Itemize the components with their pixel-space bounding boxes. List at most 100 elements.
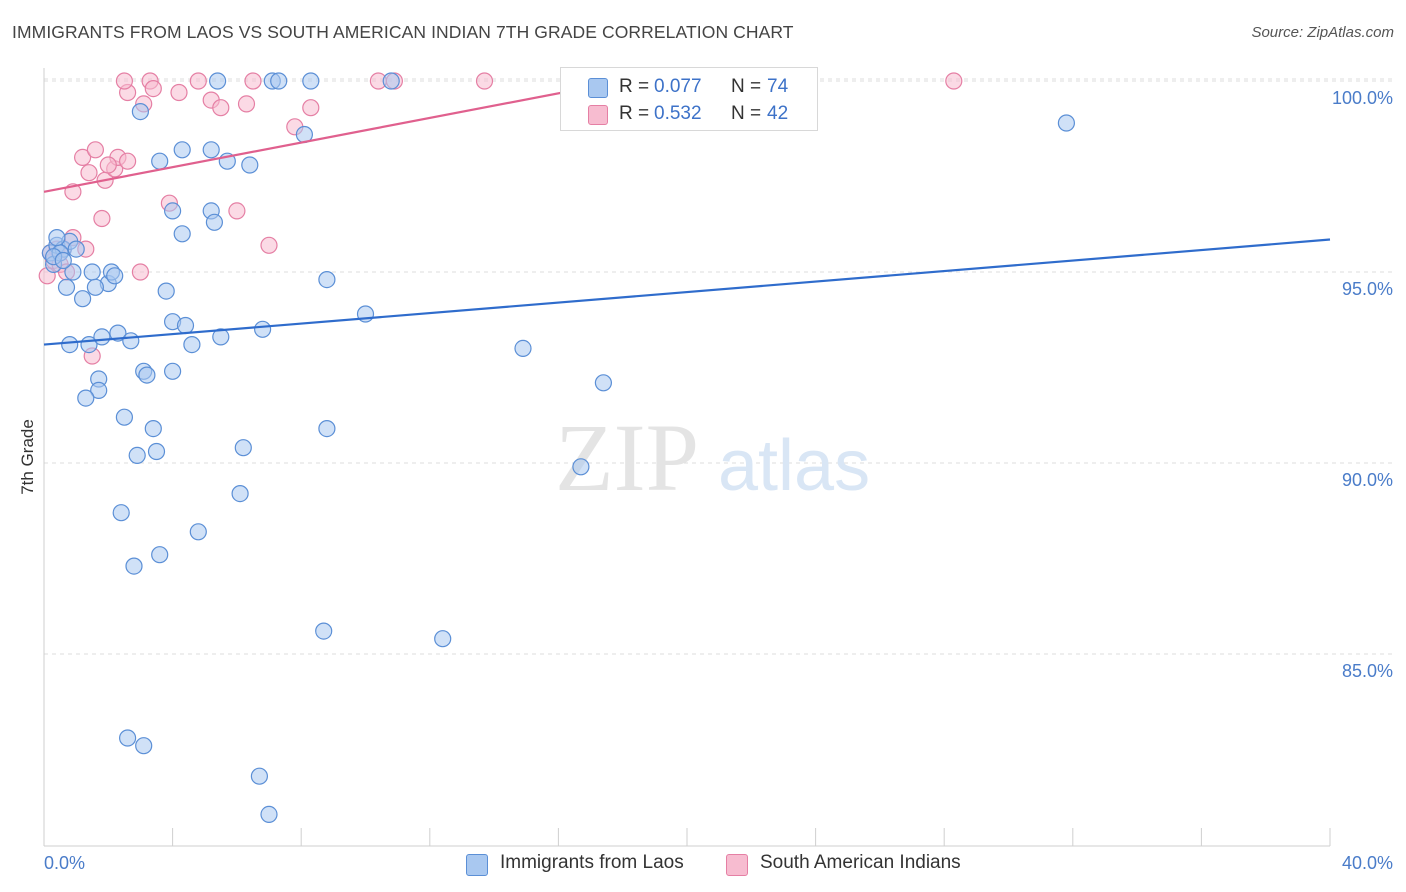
watermark: ZIP atlas: [555, 404, 870, 511]
south-american-indians-point-35: [475, 72, 494, 90]
south-american-indians-point-15: [118, 152, 137, 170]
laos-point-68: [209, 72, 227, 90]
trendlines: [43, 79, 1331, 346]
legend-label: Immigrants from Laos: [500, 852, 684, 873]
south-american-indians-point-21: [144, 79, 162, 98]
laos-point-67: [382, 72, 400, 90]
south-american-indians-point-24: [189, 72, 207, 90]
laos-point-32: [254, 320, 272, 338]
laos-point-57: [241, 156, 259, 174]
laos-point-25: [138, 366, 156, 384]
laos-point-42: [318, 420, 336, 438]
laos-point-23: [115, 408, 134, 426]
chart-title: IMMIGRANTS FROM LAOS VS SOUTH AMERICAN I…: [12, 22, 794, 42]
legend-row-laos: R = 0.077 N = 74: [561, 75, 817, 101]
laos-point-26: [164, 362, 182, 380]
x-tick-marks: [43, 828, 1331, 846]
laos-point-8: [64, 263, 82, 281]
south-american-indians-point-11: [93, 209, 111, 228]
south-american-indians-point-10: [86, 141, 105, 159]
r-label: R =: [619, 76, 650, 97]
laos-point-55: [202, 141, 220, 159]
r-value: 0.532: [654, 103, 702, 124]
y-axis-label: 7th Grade: [18, 419, 37, 495]
legend-swatch-pink: [588, 105, 608, 125]
south-american-indians-point-9: [80, 164, 98, 182]
laos-point-38: [125, 557, 143, 575]
y-tick-label-1: 95.0%: [1342, 279, 1393, 299]
watermark-atlas: atlas: [718, 426, 870, 506]
laos-point-18: [109, 324, 127, 342]
n-label: N =: [731, 103, 762, 124]
laos-point-9: [73, 290, 92, 308]
laos-point-71: [48, 229, 66, 247]
laos-point-13: [86, 278, 105, 296]
laos-point-65: [270, 72, 288, 90]
series-legend: Immigrants from Laos South American Indi…: [0, 852, 1406, 878]
south-american-indians-point-28: [244, 72, 262, 90]
south-american-indians-point-39: [99, 156, 117, 174]
laos-point-66: [302, 72, 320, 90]
laos-point-17: [93, 328, 111, 346]
legend-swatch-pink: [726, 854, 748, 876]
series-immigrants-from-laos-points: [41, 72, 1076, 824]
south-american-indians-point-19: [115, 72, 134, 90]
south-american-indians-point-27: [237, 95, 256, 113]
source-label: Source: ZipAtlas.com: [1251, 24, 1394, 41]
laos-point-70: [1057, 114, 1076, 132]
laos-point-14: [106, 267, 124, 285]
laos-point-62: [205, 213, 223, 231]
laos-point-35: [128, 446, 146, 464]
south-american-indians-point-8: [73, 148, 92, 166]
laos-point-53: [260, 805, 278, 824]
x-tick-label-min: 0.0%: [44, 853, 85, 873]
south-american-indians-point-29: [228, 202, 246, 220]
laos-point-6: [67, 240, 85, 258]
laos-point-58: [151, 152, 169, 170]
n-value: 42: [767, 103, 789, 124]
laos-point-30: [183, 336, 201, 354]
laos-point-33: [144, 420, 162, 438]
laos-point-31: [212, 328, 230, 346]
y-tick-label-0: 100.0%: [1332, 88, 1393, 108]
r-value: 0.077: [654, 76, 702, 97]
y-tick-label-2: 90.0%: [1342, 470, 1393, 490]
laos-point-40: [189, 523, 207, 541]
laos-point-19: [122, 332, 140, 350]
laos-point-43: [318, 271, 336, 289]
laos-point-39: [151, 546, 169, 564]
y-tick-label-3: 85.0%: [1342, 661, 1393, 681]
legend-swatch-blue: [466, 854, 488, 876]
laos-point-41: [231, 485, 249, 503]
laos-point-54: [173, 141, 191, 159]
laos-point-15: [61, 336, 79, 354]
laos-point-37: [112, 504, 130, 522]
laos-point-34: [147, 442, 166, 461]
south-american-indians-point-16: [131, 263, 149, 281]
laos-point-22: [77, 389, 95, 407]
laos-point-21: [90, 381, 108, 399]
laos-point-48: [572, 458, 590, 476]
n-label: N =: [731, 76, 762, 97]
watermark-zip: ZIP: [555, 404, 699, 511]
y-tick-labels: 100.0% 95.0% 90.0% 85.0%: [1332, 88, 1393, 681]
legend-row-south-american-indians: R = 0.532 N = 42: [561, 102, 817, 128]
laos-point-60: [164, 202, 182, 220]
laos-point-51: [135, 737, 153, 755]
trendline-laos: [43, 238, 1331, 346]
south-american-indians-point-22: [170, 83, 188, 102]
south-american-indians-point-30: [260, 236, 278, 254]
laos-point-73: [54, 251, 72, 270]
laos-point-29: [176, 316, 195, 335]
laos-point-47: [594, 374, 613, 392]
r-label: R =: [619, 103, 650, 124]
laos-point-36: [234, 439, 252, 457]
trendline-south-american-indians: [43, 79, 623, 193]
laos-point-52: [250, 767, 268, 785]
laos-point-49: [315, 622, 333, 640]
laos-point-63: [173, 225, 191, 243]
laos-point-50: [118, 729, 137, 747]
south-american-indians-point-26: [212, 99, 230, 117]
legend-swatch-blue: [588, 78, 608, 98]
